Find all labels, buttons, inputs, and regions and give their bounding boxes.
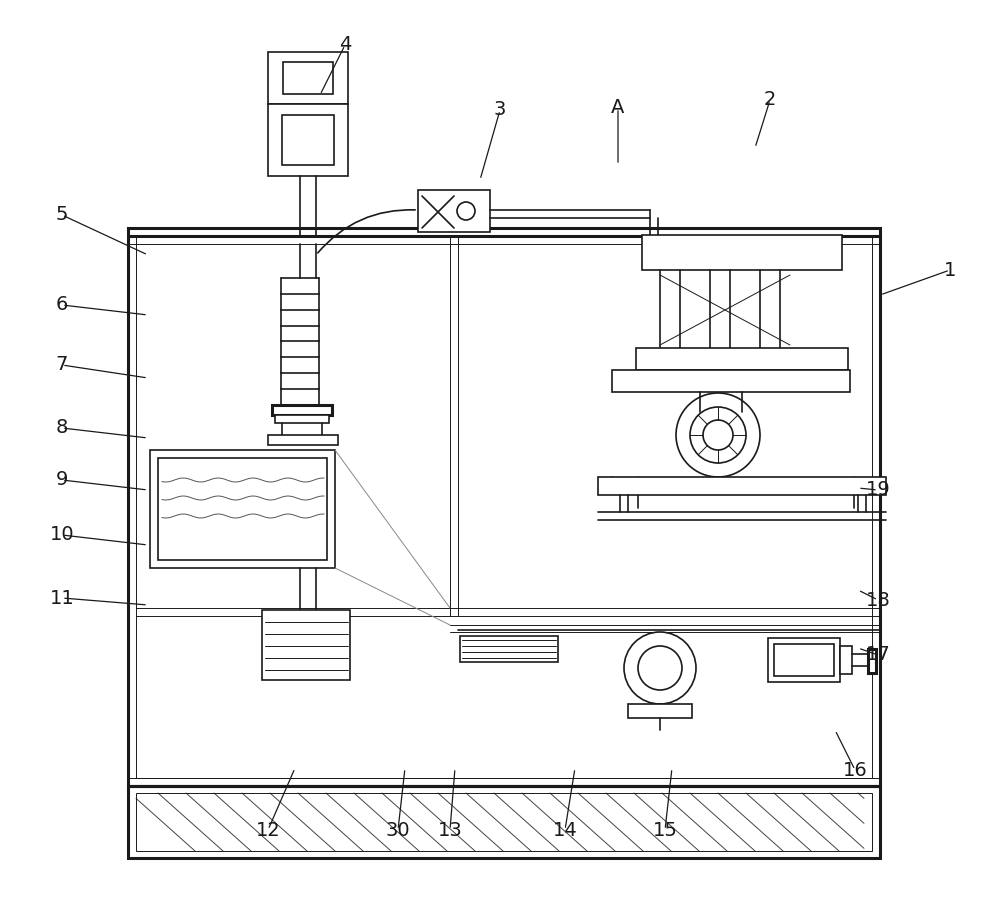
Bar: [768, 638, 840, 682]
Bar: [418, 190, 490, 232]
Text: 7: 7: [56, 356, 68, 374]
Text: 5: 5: [56, 206, 68, 224]
Text: 2: 2: [764, 90, 776, 110]
Bar: [268, 104, 348, 176]
Bar: [642, 235, 842, 270]
Bar: [128, 786, 880, 858]
Text: 17: 17: [866, 645, 890, 665]
Text: 14: 14: [553, 821, 577, 840]
Text: 10: 10: [50, 526, 74, 545]
Text: 12: 12: [256, 821, 280, 840]
Text: 6: 6: [56, 295, 68, 314]
Text: 11: 11: [50, 588, 74, 608]
Bar: [268, 435, 338, 445]
Bar: [868, 649, 876, 673]
Text: 9: 9: [56, 470, 68, 490]
Bar: [136, 236, 872, 778]
Bar: [774, 644, 834, 676]
Bar: [283, 62, 333, 94]
Text: 13: 13: [438, 821, 462, 840]
Bar: [598, 477, 886, 495]
Bar: [612, 370, 850, 392]
Text: 4: 4: [339, 36, 351, 54]
Text: 16: 16: [843, 761, 867, 779]
Bar: [158, 458, 327, 560]
Bar: [268, 52, 348, 104]
Bar: [636, 348, 848, 370]
Text: 18: 18: [866, 590, 890, 609]
Bar: [840, 646, 852, 674]
Text: 19: 19: [866, 480, 890, 500]
Bar: [460, 636, 558, 662]
Text: 8: 8: [56, 419, 68, 438]
Bar: [272, 405, 332, 415]
Circle shape: [624, 632, 696, 704]
Bar: [282, 115, 334, 165]
Bar: [275, 415, 329, 423]
Bar: [136, 793, 872, 851]
Text: 30: 30: [386, 821, 410, 840]
Bar: [128, 228, 880, 786]
Text: 1: 1: [944, 261, 956, 279]
Bar: [262, 610, 350, 680]
Bar: [628, 704, 692, 718]
Text: A: A: [611, 99, 625, 117]
Text: 15: 15: [653, 821, 677, 840]
Bar: [150, 450, 335, 568]
Text: 3: 3: [494, 100, 506, 120]
